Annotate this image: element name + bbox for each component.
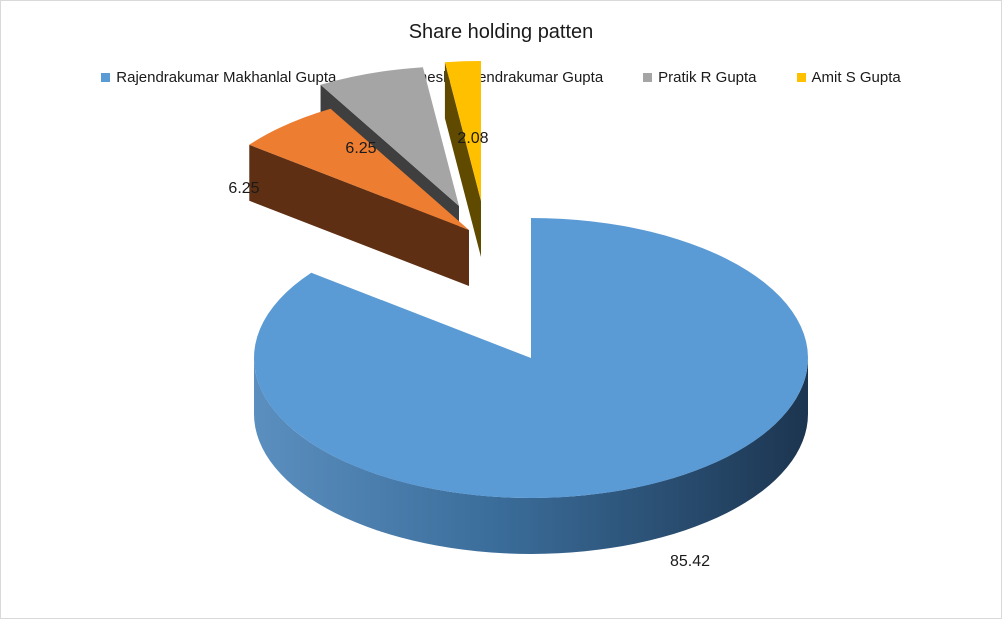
legend-label: Pramesh Rajendrakumar Gupta — [391, 69, 604, 86]
legend-swatch — [796, 73, 806, 82]
pie-slice-top — [444, 61, 481, 201]
pie-slice-1 — [253, 218, 808, 554]
pie-slice-top — [253, 218, 808, 498]
data-label-2: 6.25 — [228, 180, 259, 197]
legend-label: Pratik R Gupta — [658, 69, 757, 86]
pie-slice-rim — [254, 358, 808, 554]
pie-slice-wall — [249, 144, 469, 286]
data-label-3: 6.25 — [345, 140, 376, 157]
legend-swatch — [101, 73, 111, 82]
chart-title: Share holding patten — [408, 21, 594, 43]
data-label-4: 2.08 — [457, 130, 488, 147]
legend-label: Rajendrakumar Makhanlal Gupta — [116, 69, 337, 86]
pie-slice-top — [320, 67, 459, 206]
legend-swatch — [643, 73, 653, 82]
pie-slice-4 — [444, 61, 481, 257]
chart-legend: Rajendrakumar Makhanlal Gupta Pramesh Ra… — [1, 69, 1001, 86]
legend-item-amit: Amit S Gupta — [796, 69, 901, 86]
pie-slice-2 — [249, 108, 469, 286]
pie-slice-wall — [444, 62, 481, 257]
legend-item-pratik: Pratik R Gupta — [643, 69, 757, 86]
pie-slice-top — [249, 108, 469, 230]
legend-item-rajendrakumar: Rajendrakumar Makhanlal Gupta — [101, 69, 336, 86]
data-label-1: 85.42 — [670, 553, 710, 570]
legend-label: Amit S Gupta — [811, 69, 901, 86]
